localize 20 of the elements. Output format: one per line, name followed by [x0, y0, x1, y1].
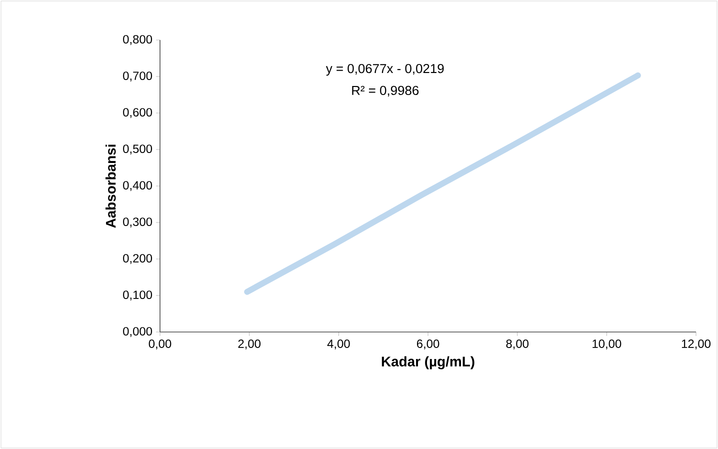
y-axis-title: Aabsorbansi	[105, 144, 116, 228]
x-tick-label: 10,00	[592, 340, 622, 350]
x-tick-label: 6,00	[416, 340, 440, 350]
y-tick-label: 0,600	[123, 108, 152, 118]
x-tick-label: 12,00	[682, 340, 710, 350]
x-tick-label: 4,00	[327, 340, 350, 350]
annotation: y = 0,0677x - 0,0219	[326, 64, 444, 76]
y-tick-label: 0,400	[123, 181, 152, 191]
x-tick-label: 0,00	[148, 340, 172, 350]
y-tick-label: 0,300	[123, 218, 152, 228]
y-tick-label: 0,500	[123, 144, 152, 154]
x-axis-title: Kadar (µg/mL)	[382, 356, 474, 370]
x-tick-label: 2,00	[238, 340, 261, 350]
y-tick-label: 0,700	[123, 72, 152, 82]
y-tick-label: 0,000	[123, 327, 152, 337]
y-tick-label: 0,100	[123, 290, 152, 300]
x-tick-label: 8,00	[506, 340, 529, 350]
y-tick-label: 0,200	[123, 254, 152, 264]
annotation: R² = 0,9986	[352, 86, 419, 97]
y-tick-label: 0,800	[123, 35, 152, 45]
